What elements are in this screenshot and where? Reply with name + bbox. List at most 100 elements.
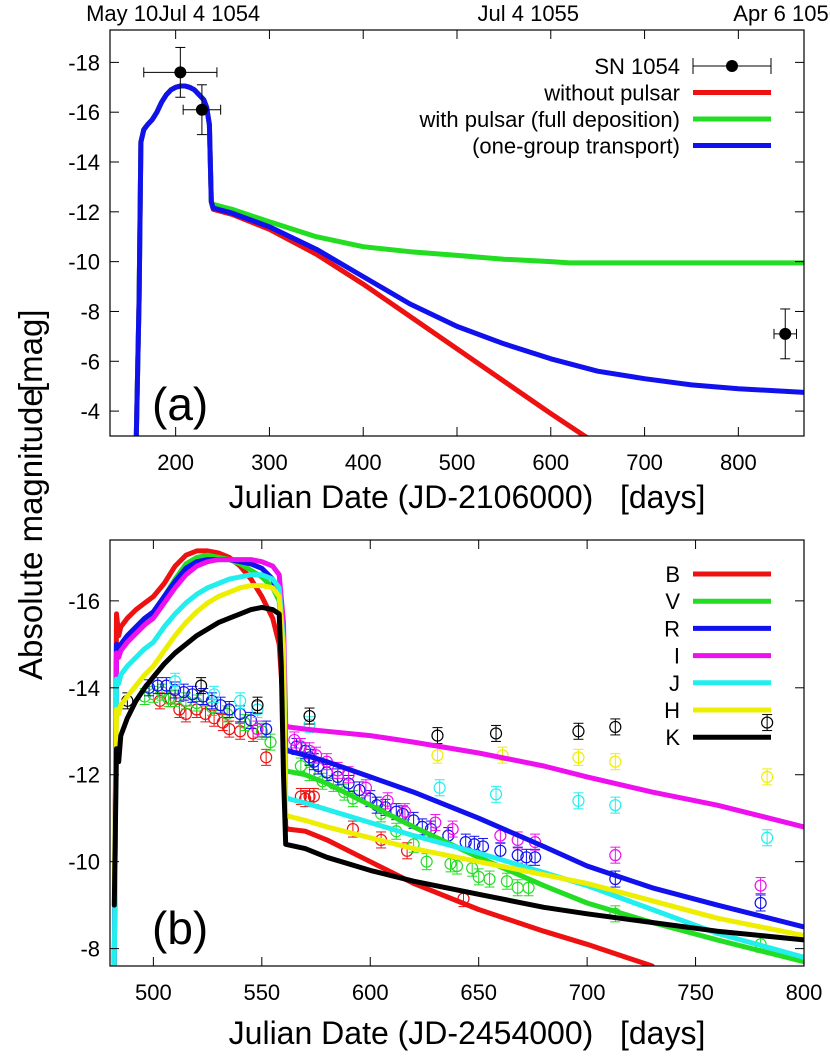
b-legend-label-i: I [674, 644, 680, 669]
shared-ylabel: Absolute magnitude [12, 388, 49, 680]
a-xtick-label: 500 [439, 450, 476, 475]
b-obs-i-point [754, 877, 767, 895]
b-series-v [111, 552, 804, 966]
a-top-date-label: Apr 6 1056 [733, 1, 830, 26]
b-obs-k-point [431, 727, 444, 745]
b-series-h [111, 583, 804, 939]
a-top-date-label: Jul 4 1054 [159, 1, 261, 26]
b-xtick-label: 650 [460, 980, 497, 1005]
b-obs-v-point [420, 853, 433, 871]
b-obs-k-point [572, 722, 585, 740]
b-obs-k-point [303, 707, 316, 725]
b-obs-j-point [208, 685, 221, 703]
b-legend-label-b: B [665, 562, 680, 587]
b-obs-h-point [431, 746, 444, 764]
b-obs-v-point [500, 872, 513, 890]
b-series-k [111, 604, 804, 943]
b-obs-j-point [168, 672, 182, 690]
b-obs-j-point [572, 792, 585, 810]
b-obs-i-point [381, 792, 394, 810]
b-obs-v-point [179, 692, 193, 710]
b-legend-label-j: J [669, 671, 680, 696]
a-series-one-group-transport [133, 83, 804, 436]
b-obs-j-point [489, 785, 503, 803]
a-xtick-label: 200 [157, 450, 194, 475]
b-obs-h-point [609, 753, 622, 771]
b-obs-j-point [609, 796, 622, 814]
b-ytick-label: -8 [80, 937, 100, 962]
b-obs-r-point [754, 894, 767, 912]
b-legend-label-r: R [664, 616, 680, 641]
b-ytick-label: -10 [68, 850, 100, 875]
b-obs-r-point [260, 720, 273, 738]
a-xtick-label: 700 [626, 450, 663, 475]
a-ytick-label: -6 [80, 349, 100, 374]
a-sn1054-point-3 [773, 308, 797, 360]
b-obs-r-point [177, 683, 190, 701]
panel-b-chart: 500 550 600 650 700 750 800 -8 -10 -12 -14 -16 Juli… [68, 539, 823, 1051]
b-series-j [111, 572, 804, 966]
a-ytick-label: -10 [68, 250, 100, 275]
b-obs-i-point [429, 814, 442, 832]
panel-b-plot-frame [109, 539, 805, 967]
a-ytick-label: -14 [68, 150, 100, 175]
panel-a-ylabel: [mag] [12, 309, 49, 392]
b-obs-k-point [251, 696, 264, 714]
b-xtick-label: 500 [135, 980, 172, 1005]
panel-a-label: (a) [152, 378, 208, 430]
b-obs-j-point [234, 692, 247, 710]
b-ytick-label: -16 [68, 589, 100, 614]
b-obs-r-point [151, 677, 164, 695]
a-ytick-label: -16 [68, 100, 100, 125]
b-obs-j-point [433, 779, 446, 797]
a-ytick-label: -8 [80, 299, 100, 324]
b-series-r [111, 557, 804, 966]
a-legend-label-sn-1054: SN 1054 [594, 54, 680, 79]
a-xtick-label: 400 [345, 450, 382, 475]
b-xtick-label: 700 [569, 980, 606, 1005]
b-obs-j-point [761, 829, 774, 847]
panel-b-xlabel: Julian Date (JD-2454000) [days] [229, 1015, 706, 1051]
b-obs-b-point [223, 720, 236, 738]
a-xtick-label: 300 [251, 450, 288, 475]
b-obs-i-point [359, 779, 373, 797]
b-obs-b-point [260, 748, 273, 766]
a-top-date-label: May 10 [86, 1, 158, 26]
b-obs-k-point [609, 718, 622, 736]
b-obs-h-point [496, 746, 509, 764]
b-series-i [111, 557, 804, 966]
a-ytick-label: -4 [80, 399, 100, 424]
a-xtick-label: 800 [720, 450, 757, 475]
b-obs-r-point [244, 711, 258, 729]
a-sn1054-point-2 [182, 84, 222, 136]
b-obs-r-point [223, 701, 236, 719]
b-obs-i-point [609, 846, 622, 864]
a-legend-label-with-pulsar-full-deposition: with pulsar (full deposition) [419, 107, 680, 132]
b-obs-i-point [251, 720, 264, 738]
b-obs-r-point [528, 848, 542, 866]
b-legend-label-v: V [665, 589, 680, 614]
b-obs-v-point [483, 870, 496, 888]
a-ytick-label: -18 [68, 50, 100, 75]
b-obs-k-point [489, 724, 503, 742]
panel-b-label: (b) [152, 902, 208, 954]
a-legend-key-sn-1054 [692, 58, 772, 74]
b-obs-i-point [288, 731, 301, 749]
b-obs-v-point [472, 868, 485, 886]
a-ytick-label: -12 [68, 200, 100, 225]
b-ytick-label: -12 [68, 763, 100, 788]
a-xtick-label: 600 [532, 450, 569, 475]
b-xtick-label: 800 [786, 980, 823, 1005]
b-legend-label-h: H [664, 698, 680, 723]
b-obs-v-point [155, 683, 169, 701]
a-legend-label-without-pulsar: without pulsar [543, 81, 680, 106]
a-sn1054-point-1 [143, 46, 218, 98]
panel-a-chart: [mag] 200 300 400 500 600 700 800 -4 -6 -8 -10 -12 -… [12, 1, 830, 515]
b-obs-v-point [511, 879, 524, 897]
b-ytick-label: -14 [68, 676, 100, 701]
b-obs-k-point [761, 714, 774, 732]
b-obs-k-point [194, 677, 208, 695]
